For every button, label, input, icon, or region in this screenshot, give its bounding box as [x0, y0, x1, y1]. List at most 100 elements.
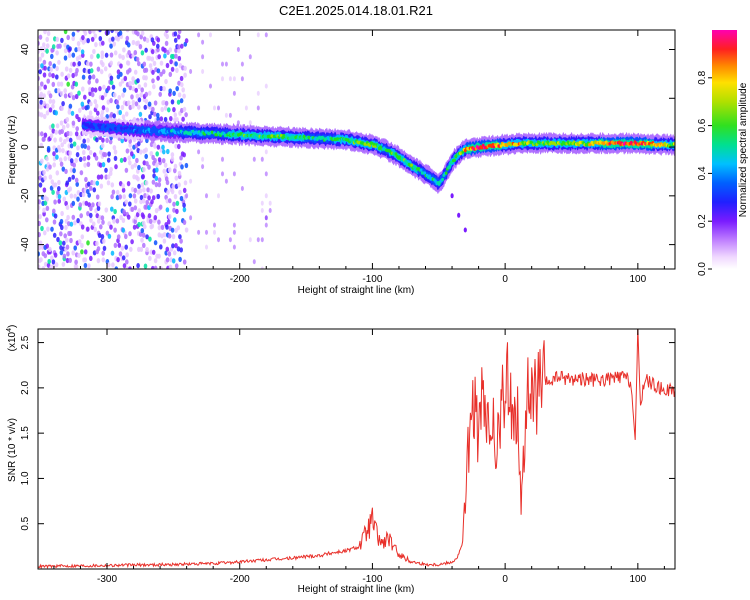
heatmap-cell	[95, 78, 99, 84]
heatmap-cell	[39, 99, 43, 105]
heatmap-cell	[159, 116, 164, 122]
heatmap-tail-cell	[463, 227, 467, 233]
heatmap-cell	[73, 245, 77, 251]
heatmap-cell	[140, 30, 145, 36]
heatmap-cell	[131, 39, 136, 46]
heatmap-cell	[52, 232, 57, 238]
heatmap-cell	[69, 91, 73, 97]
heatmap-cell	[67, 52, 72, 59]
heatmap-cell	[157, 54, 161, 60]
heatmap-cell	[80, 224, 85, 230]
heatmap-cell	[50, 255, 54, 261]
heatmap-cell	[256, 237, 260, 243]
heatmap-cell	[165, 257, 170, 263]
heatmap-cell	[197, 32, 201, 38]
heatmap-cell	[240, 76, 244, 82]
heatmap-cell	[92, 30, 96, 34]
heatmap-cell	[106, 180, 111, 186]
heatmap-ridge-cell	[423, 171, 427, 175]
heatmap-cell	[173, 217, 177, 223]
heatmap-cell	[66, 214, 70, 221]
heatmap-cell	[86, 137, 90, 143]
heatmap-cell	[45, 110, 50, 116]
heatmap-cell	[71, 52, 76, 58]
heatmap-cell	[89, 205, 93, 212]
heatmap-cell	[71, 174, 75, 180]
heatmap-cell	[73, 193, 77, 199]
heatmap-cell	[83, 94, 87, 100]
heatmap-cell	[94, 155, 99, 161]
heatmap-cell	[43, 200, 48, 206]
heatmap-cell	[151, 265, 155, 269]
heatmap-cell	[137, 164, 141, 171]
heatmap-cell	[45, 243, 49, 249]
heatmap-cell	[63, 156, 68, 162]
heatmap-cell	[105, 137, 109, 143]
heatmap-cell	[42, 211, 46, 217]
heatmap-cell	[50, 53, 54, 60]
heatmap-ridge-cell	[92, 126, 96, 130]
y-tick-label: -20	[20, 188, 31, 203]
heatmap-cell	[109, 43, 113, 49]
heatmap-cell	[165, 30, 169, 34]
heatmap-cell	[179, 247, 183, 253]
spectrogram-x-ticks: -300 -200 -100 0 100	[53, 30, 665, 285]
heatmap-cell	[100, 95, 105, 101]
heatmap-cell	[182, 187, 187, 193]
heatmap-cell	[102, 238, 106, 244]
heatmap-cell	[201, 69, 205, 74]
heatmap-cell	[183, 65, 187, 71]
snr-panel: -300 -200 -100 0 100 0.5 1.0 1.5 2.0 2.5 Height …	[6, 325, 676, 595]
heatmap-cell	[264, 171, 268, 177]
heatmap-cell	[175, 86, 179, 92]
heatmap-cell	[66, 81, 70, 87]
heatmap-cell	[113, 149, 118, 155]
heatmap-cell	[42, 169, 46, 175]
heatmap-cell	[157, 157, 162, 163]
heatmap-cell	[45, 36, 49, 43]
heatmap-cell	[83, 143, 87, 149]
heatmap-cell	[38, 245, 42, 251]
heatmap-cell	[170, 227, 175, 233]
heatmap-cell	[40, 63, 44, 69]
heatmap-cell	[110, 30, 114, 33]
heatmap-cell	[221, 61, 224, 67]
heatmap-cell	[154, 208, 159, 214]
heatmap-cell	[205, 229, 208, 235]
heatmap-cell	[127, 155, 131, 161]
heatmap-cell	[60, 71, 64, 77]
heatmap-cell	[80, 249, 84, 255]
heatmap-cell	[79, 213, 83, 219]
heatmap-cell	[84, 176, 88, 183]
heatmap-cell	[73, 220, 77, 226]
heatmap-cell	[42, 187, 47, 193]
heatmap-cell	[72, 61, 76, 67]
heatmap-cell	[167, 233, 172, 239]
heatmap-cell	[150, 49, 155, 55]
heatmap-cell	[62, 240, 66, 246]
heatmap-cell	[38, 69, 42, 75]
heatmap-cell	[123, 157, 127, 163]
heatmap-cell	[161, 158, 166, 164]
heatmap-cell	[132, 193, 137, 199]
heatmap-cell	[38, 63, 42, 69]
heatmap-cell	[150, 199, 154, 205]
heatmap-cell	[160, 106, 164, 113]
heatmap-cell	[134, 87, 138, 93]
heatmap-cell	[68, 230, 73, 237]
heatmap-cell	[152, 84, 156, 90]
heatmap-cell	[58, 157, 63, 163]
heatmap-cell	[169, 59, 173, 65]
heatmap-cell	[45, 103, 50, 109]
heatmap-cell	[109, 75, 114, 81]
heatmap-cell	[116, 104, 120, 110]
heatmap-cell	[110, 206, 114, 212]
heatmap-cell	[101, 137, 105, 143]
heatmap-cell	[151, 179, 156, 185]
heatmap-cell	[159, 244, 163, 250]
heatmap-cell	[78, 54, 82, 60]
x-tick-label: 100	[629, 574, 646, 585]
heatmap-cell	[42, 136, 46, 142]
heatmap-cell	[53, 137, 57, 143]
heatmap-cell	[153, 157, 157, 164]
